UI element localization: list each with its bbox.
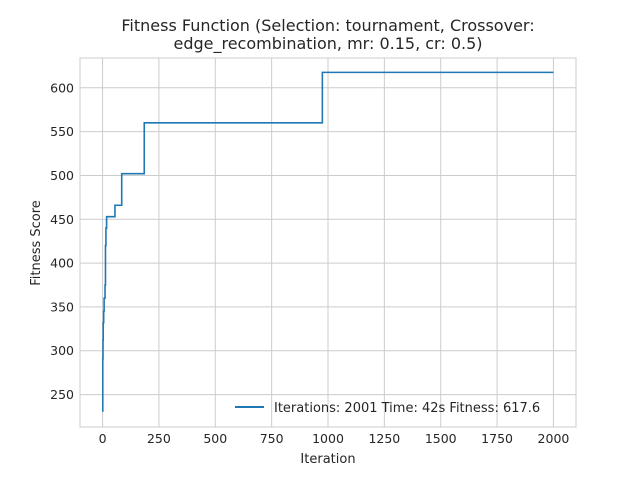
x-tick-label: 500 [203,431,227,446]
legend-label: Iterations: 2001 Time: 42s Fitness: 617.… [274,401,540,416]
y-tick-label: 550 [50,124,74,139]
y-tick-label: 250 [50,387,74,402]
x-tick-label: 2000 [538,431,570,446]
legend: Iterations: 2001 Time: 42s Fitness: 617.… [235,401,540,416]
x-tick-label: 750 [260,431,284,446]
y-tick-label: 350 [50,299,74,314]
chart-title-line-2: edge_recombination, mr: 0.15, cr: 0.5) [173,34,482,54]
series-layer [101,71,554,413]
y-tick-label: 450 [50,212,74,227]
x-axis-label: Iteration [300,452,355,467]
fitness-series-line [101,71,554,413]
x-tick-label: 0 [99,431,107,446]
grid-lines [80,58,576,427]
x-tick-label: 1000 [312,431,344,446]
x-tick-label: 250 [147,431,171,446]
y-tick-label: 400 [50,256,74,271]
y-tick-label: 600 [50,80,74,95]
plot-frame [79,57,577,428]
x-tick-label: 1500 [425,431,457,446]
chart-title-line-1: Fitness Function (Selection: tournament,… [121,16,534,35]
y-tick-label: 300 [50,343,74,358]
x-tick-label: 1250 [368,431,400,446]
x-axis-ticks: 0 250 500 750 1000 1250 1500 1750 2000 [99,431,570,446]
y-axis-ticks: 250 300 350 400 450 500 550 600 [50,80,74,402]
x-tick-label: 1750 [481,431,513,446]
y-axis-label: Fitness Score [29,200,44,286]
y-tick-label: 500 [50,168,74,183]
